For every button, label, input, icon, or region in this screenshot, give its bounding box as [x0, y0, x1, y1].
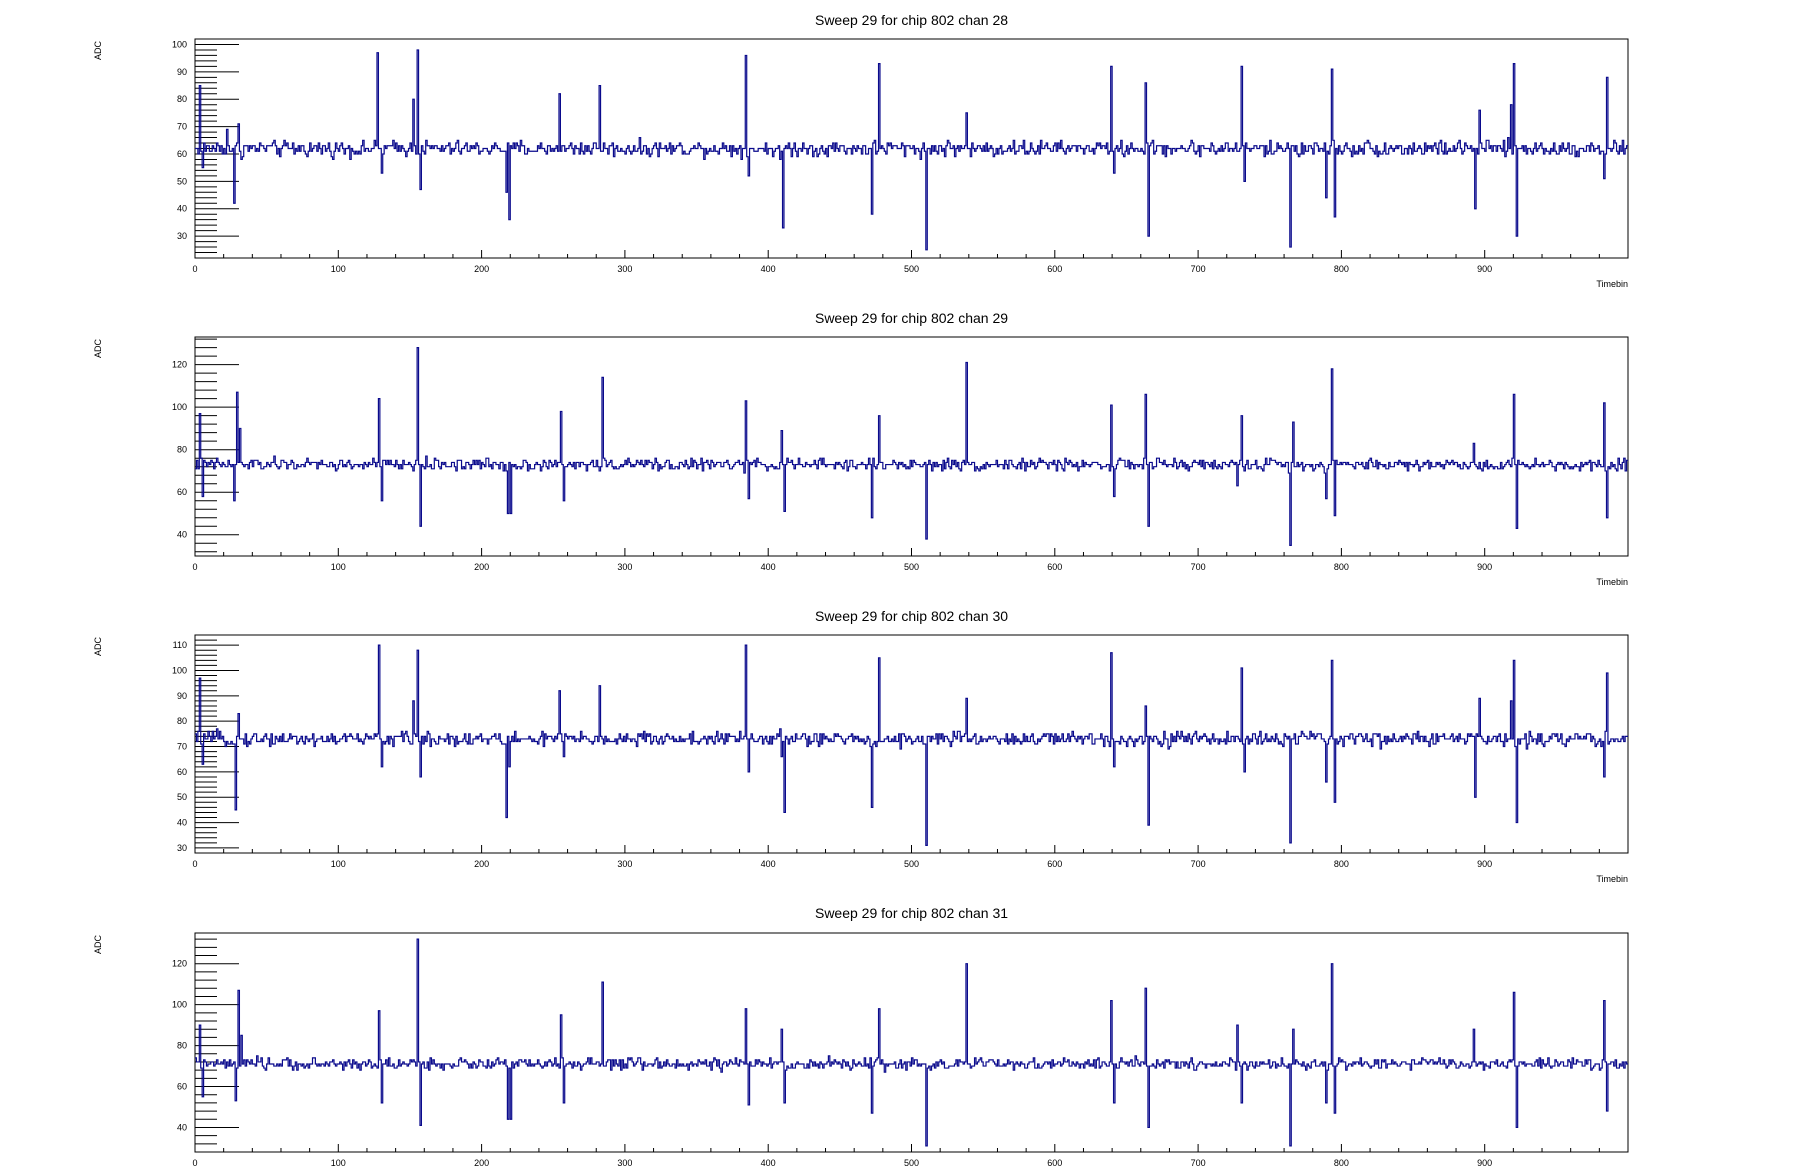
y-tick-label: 60 — [177, 767, 187, 777]
y-tick-label: 100 — [172, 402, 187, 412]
x-tick-label: 400 — [761, 1158, 776, 1168]
plot-frame — [194, 336, 1629, 557]
y-tick-label: 110 — [173, 640, 187, 650]
x-tick-label: 200 — [474, 562, 489, 572]
x-tick-label: 900 — [1477, 264, 1492, 274]
chart-panel-3: Sweep 29 for chip 802 chan 31ADCTimebin0… — [93, 905, 1629, 1168]
x-tick-label: 600 — [1047, 264, 1062, 274]
x-tick-label: 400 — [761, 264, 776, 274]
y-axis-label: ADC — [93, 339, 103, 359]
x-tick-label: 800 — [1334, 859, 1349, 869]
x-tick-label: 800 — [1334, 1158, 1349, 1168]
y-tick-label: 80 — [177, 1041, 187, 1051]
y-tick-label: 100 — [172, 1000, 187, 1010]
x-tick-label: 700 — [1191, 562, 1206, 572]
y-tick-label: 70 — [177, 122, 187, 132]
x-tick-label: 100 — [331, 859, 346, 869]
y-tick-label: 80 — [177, 716, 187, 726]
x-tick-label: 200 — [474, 1158, 489, 1168]
y-tick-label: 70 — [177, 742, 187, 752]
chart-title: Sweep 29 for chip 802 chan 31 — [815, 905, 1008, 921]
y-tick-label: 90 — [177, 67, 187, 77]
x-tick-label: 300 — [617, 264, 632, 274]
y-tick-label: 40 — [177, 1122, 187, 1132]
y-tick-label: 60 — [177, 1082, 187, 1092]
plot-frame — [194, 932, 1629, 1153]
x-tick-label: 800 — [1334, 264, 1349, 274]
x-tick-label: 0 — [192, 562, 197, 572]
x-tick-label: 500 — [904, 264, 919, 274]
x-axis-label: Timebin — [1596, 279, 1628, 289]
x-axis-label: Timebin — [1596, 874, 1628, 884]
chart-title: Sweep 29 for chip 802 chan 30 — [815, 608, 1008, 624]
x-tick-label: 900 — [1477, 859, 1492, 869]
series-line — [195, 49, 1628, 251]
y-tick-label: 50 — [177, 792, 187, 802]
y-tick-label: 90 — [177, 691, 187, 701]
x-tick-label: 600 — [1047, 859, 1062, 869]
x-tick-label: 900 — [1477, 1158, 1492, 1168]
x-tick-label: 600 — [1047, 562, 1062, 572]
y-tick-label: 80 — [177, 94, 187, 104]
x-tick-label: 300 — [617, 562, 632, 572]
x-tick-label: 300 — [617, 859, 632, 869]
chart-panel-0: Sweep 29 for chip 802 chan 28 ADC Timebin 0… — [93, 12, 1629, 289]
x-tick-label: 0 — [192, 264, 197, 274]
series-line — [195, 347, 1628, 546]
y-tick-label: 80 — [177, 445, 187, 455]
x-axis-label: Timebin — [1596, 577, 1628, 587]
series-line — [195, 938, 1628, 1147]
chart-panel-2: Sweep 29 for chip 802 chan 30 ADC Timebin 0… — [93, 608, 1629, 884]
x-tick-label: 100 — [331, 1158, 346, 1168]
chart-panel-1: Sweep 29 for chip 802 chan 29 ADC Timebin 0… — [93, 310, 1629, 587]
y-tick-label: 40 — [177, 818, 187, 828]
y-tick-label: 40 — [177, 204, 187, 214]
x-tick-label: 500 — [904, 1158, 919, 1168]
x-tick-label: 600 — [1047, 1158, 1062, 1168]
y-tick-label: 40 — [177, 530, 187, 540]
y-tick-label: 120 — [172, 959, 187, 969]
x-tick-label: 500 — [904, 562, 919, 572]
x-tick-label: 900 — [1477, 562, 1492, 572]
x-tick-label: 400 — [761, 859, 776, 869]
y-tick-label: 50 — [177, 176, 187, 186]
chart-title: Sweep 29 for chip 802 chan 29 — [815, 310, 1008, 326]
y-axis-label: ADC — [93, 41, 103, 61]
x-tick-label: 100 — [331, 264, 346, 274]
x-tick-label: 200 — [474, 264, 489, 274]
y-tick-label: 30 — [177, 231, 187, 241]
y-axis-label: ADC — [93, 935, 103, 955]
x-tick-label: 0 — [192, 1158, 197, 1168]
y-axis-label: ADC — [93, 637, 103, 657]
y-tick-label: 30 — [177, 843, 187, 853]
series-line — [195, 644, 1628, 846]
x-tick-label: 700 — [1191, 1158, 1206, 1168]
x-tick-label: 200 — [474, 859, 489, 869]
x-tick-label: 500 — [904, 859, 919, 869]
x-tick-label: 400 — [761, 562, 776, 572]
x-tick-label: 0 — [192, 859, 197, 869]
y-tick-label: 120 — [172, 360, 187, 370]
y-tick-label: 60 — [177, 487, 187, 497]
x-tick-label: 700 — [1191, 264, 1206, 274]
chart-title: Sweep 29 for chip 802 chan 28 — [815, 12, 1008, 28]
x-tick-label: 300 — [617, 1158, 632, 1168]
y-tick-label: 60 — [177, 149, 187, 159]
x-tick-label: 800 — [1334, 562, 1349, 572]
x-tick-label: 700 — [1191, 859, 1206, 869]
y-tick-label: 100 — [172, 39, 187, 49]
x-tick-label: 100 — [331, 562, 346, 572]
y-tick-label: 100 — [172, 665, 187, 675]
